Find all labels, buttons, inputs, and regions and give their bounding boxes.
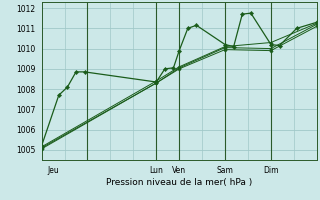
X-axis label: Pression niveau de la mer( hPa ): Pression niveau de la mer( hPa ) xyxy=(106,178,252,187)
